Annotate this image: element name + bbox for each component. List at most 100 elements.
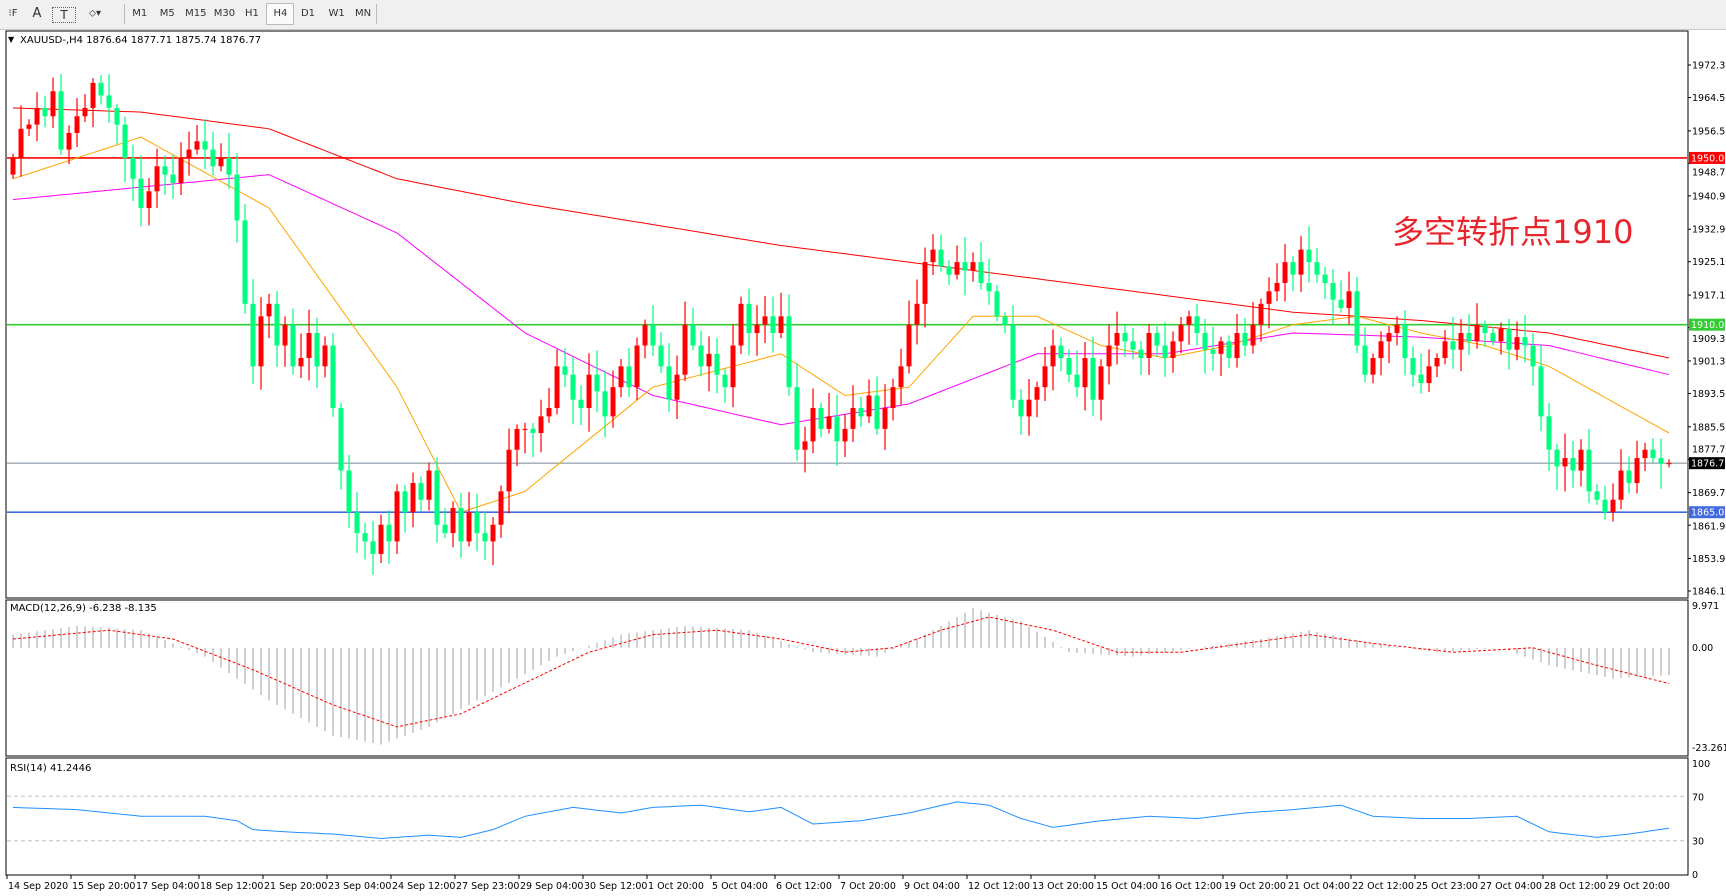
candle[interactable] (674, 355, 680, 419)
candle[interactable] (1258, 298, 1264, 342)
candle[interactable] (1626, 456, 1632, 494)
candle[interactable] (1602, 485, 1608, 520)
candle[interactable] (1274, 263, 1280, 302)
candle[interactable] (1090, 336, 1096, 416)
candle[interactable] (346, 454, 352, 528)
candle[interactable] (554, 349, 560, 415)
candle[interactable] (1650, 438, 1656, 463)
candle[interactable] (242, 204, 248, 314)
candle[interactable] (1018, 389, 1024, 435)
candle[interactable] (706, 336, 712, 392)
candle[interactable] (986, 258, 992, 305)
candle[interactable] (434, 457, 440, 543)
candle[interactable] (1034, 381, 1040, 418)
candle[interactable] (578, 385, 584, 426)
candle[interactable] (698, 330, 704, 377)
candle[interactable] (314, 317, 320, 389)
candle[interactable] (426, 462, 432, 511)
candle[interactable] (658, 332, 664, 374)
candle[interactable] (834, 394, 840, 466)
candle[interactable] (938, 234, 944, 272)
candle[interactable] (1658, 438, 1664, 489)
candle[interactable] (450, 501, 456, 548)
candle[interactable] (738, 296, 744, 354)
candle[interactable] (1522, 315, 1528, 363)
candle[interactable] (282, 316, 288, 367)
candle[interactable] (1610, 483, 1616, 522)
candle[interactable] (442, 508, 448, 539)
candle[interactable] (714, 338, 720, 394)
candle[interactable] (1186, 310, 1192, 345)
candle[interactable] (146, 178, 152, 226)
candle[interactable] (1314, 247, 1320, 283)
candle[interactable] (1194, 303, 1200, 346)
candle[interactable] (258, 297, 264, 390)
chart-canvas[interactable]: 1972.30 1964.50 1956.50 1948.70 1940.90 1932.… (0, 29, 1726, 896)
candle[interactable] (1586, 429, 1592, 504)
candle[interactable] (18, 105, 24, 177)
candle[interactable] (1618, 449, 1624, 510)
candle[interactable] (306, 309, 312, 381)
candle[interactable] (1330, 269, 1336, 325)
candle[interactable] (538, 399, 544, 453)
candle[interactable] (866, 379, 872, 423)
candle[interactable] (842, 414, 848, 458)
candle[interactable] (594, 350, 600, 413)
candle[interactable] (1210, 326, 1216, 371)
candle[interactable] (514, 424, 520, 467)
candle[interactable] (1386, 325, 1392, 364)
candle[interactable] (874, 376, 880, 435)
candle[interactable] (1234, 314, 1240, 368)
candle[interactable] (82, 94, 88, 123)
candle[interactable] (1026, 379, 1032, 436)
candle[interactable] (882, 384, 888, 450)
candle[interactable] (666, 343, 672, 413)
candle[interactable] (218, 143, 224, 172)
candle[interactable] (266, 293, 272, 339)
candle[interactable] (522, 422, 528, 454)
candle[interactable] (482, 511, 488, 561)
candle[interactable] (1370, 353, 1376, 384)
candle[interactable] (890, 378, 896, 421)
candle[interactable] (682, 301, 688, 382)
candle[interactable] (1082, 341, 1088, 411)
candle[interactable] (634, 337, 640, 401)
candle[interactable] (114, 103, 120, 145)
timeframe-m30-button[interactable]: M30 (213, 8, 236, 19)
candle[interactable] (962, 237, 968, 296)
candle[interactable] (466, 491, 472, 547)
candle[interactable] (338, 402, 344, 490)
candle[interactable] (1146, 324, 1152, 375)
candle[interactable] (1482, 320, 1488, 347)
candle[interactable] (586, 353, 592, 432)
candle[interactable] (122, 116, 128, 182)
candle[interactable] (1426, 349, 1432, 392)
candle[interactable] (762, 295, 768, 344)
candle[interactable] (1594, 483, 1600, 505)
candle[interactable] (194, 125, 200, 155)
timeframe-m1-button[interactable]: M1 (132, 8, 148, 19)
text-label-tool-icon[interactable]: T (52, 7, 76, 23)
candle[interactable] (10, 153, 16, 179)
candle[interactable] (810, 388, 816, 454)
candle[interactable] (1498, 322, 1504, 355)
candle[interactable] (970, 252, 976, 282)
candle[interactable] (178, 142, 184, 195)
candle[interactable] (474, 493, 480, 552)
candle[interactable] (850, 385, 856, 443)
candle[interactable] (1218, 336, 1224, 377)
candle[interactable] (1562, 433, 1568, 492)
candle[interactable] (1530, 333, 1536, 386)
candle[interactable] (42, 95, 48, 128)
candle[interactable] (162, 155, 168, 195)
candle[interactable] (906, 300, 912, 374)
candle[interactable] (954, 245, 960, 280)
candle[interactable] (650, 305, 656, 357)
candle[interactable] (394, 484, 400, 555)
candle[interactable] (1282, 244, 1288, 302)
candle[interactable] (1458, 319, 1464, 372)
candle[interactable] (826, 392, 832, 434)
candle[interactable] (770, 296, 776, 353)
timeframe-d1-button[interactable]: D1 (300, 8, 316, 19)
candle[interactable] (1450, 316, 1456, 369)
